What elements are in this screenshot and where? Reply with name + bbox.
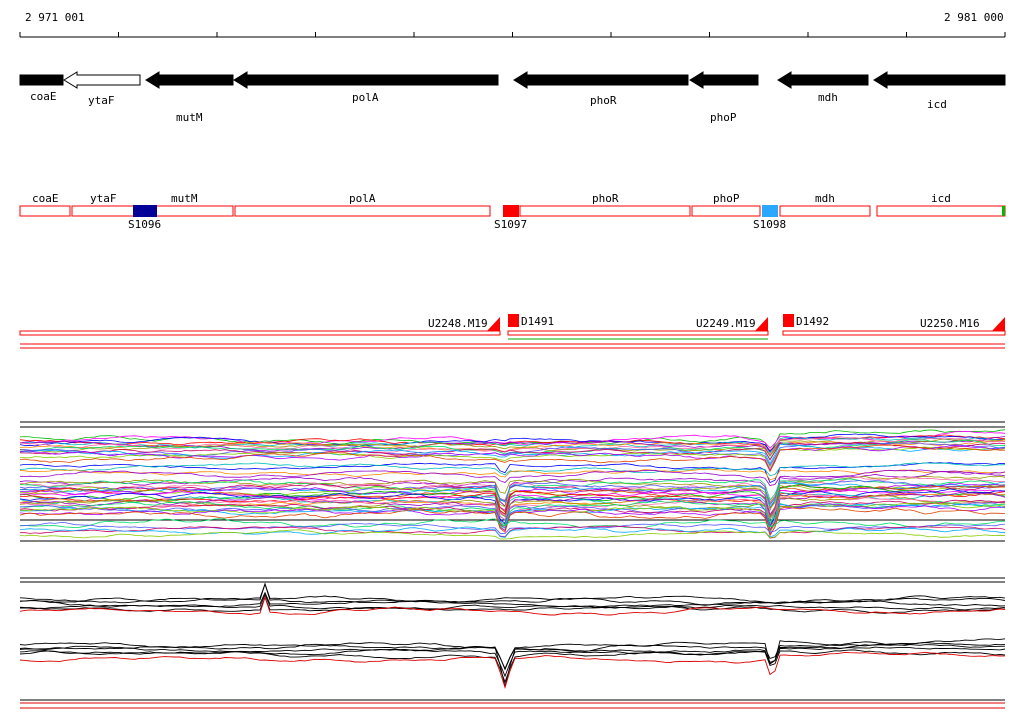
annotation-box-phoP[interactable] <box>691 205 761 217</box>
promoter-box-D1491[interactable] <box>508 314 519 327</box>
segment-marker-label-S1096: S1096 <box>128 218 162 231</box>
annotation-box-ytaF[interactable] <box>71 205 135 217</box>
annotation-label-ytaF: ytaF <box>90 192 117 205</box>
annotation-label-polA: polA <box>349 192 376 205</box>
annotation-label-phoP: phoP <box>713 192 740 205</box>
signal-curve <box>19 470 1006 512</box>
promoter-label-D1491: D1491 <box>521 315 555 328</box>
segment-marker-S1096[interactable] <box>133 205 157 217</box>
segment-marker-S1098[interactable] <box>762 205 778 217</box>
gene-arrow-phoP[interactable] <box>689 71 759 89</box>
signal-curve <box>19 433 1005 453</box>
gene-arrow-icd[interactable] <box>873 71 1006 89</box>
signal-curve <box>19 646 1006 678</box>
segment-label-U2250.M16: U2250.M16 <box>920 317 980 330</box>
signal-curve <box>19 468 1006 481</box>
gene-label-icd: icd <box>927 98 947 111</box>
transcription-segment-U2250.M16[interactable] <box>782 330 1006 336</box>
segment-marker-label-S1097: S1097 <box>494 218 528 231</box>
segment-label-U2249.M19: U2249.M19 <box>696 317 756 330</box>
gene-label-mutM: mutM <box>176 111 203 124</box>
transcription-segment-U2248.M19[interactable] <box>19 330 501 336</box>
annotation-label-mutM: mutM <box>171 192 198 205</box>
gene-label-mdh: mdh <box>818 91 838 104</box>
promoter-box-D1492[interactable] <box>783 314 794 327</box>
annotation-box-phoR[interactable] <box>519 205 691 217</box>
signal-curve <box>19 444 1005 473</box>
signal-curve <box>19 596 1006 614</box>
ruler-start-label: 2 971 001 <box>25 11 85 24</box>
annotation-label-phoR: phoR <box>592 192 619 205</box>
gene-arrow-ytaF[interactable] <box>63 71 141 89</box>
signal-curve <box>19 462 1006 484</box>
signal-curve <box>19 492 1006 534</box>
signal-curve <box>19 529 1006 540</box>
gene-arrow-phoR[interactable] <box>513 71 689 89</box>
signal-curve <box>19 476 1006 503</box>
annotation-box-endcap-icd <box>1002 206 1005 216</box>
annotation-box-polA[interactable] <box>234 205 491 217</box>
annotation-box-coaE[interactable] <box>19 205 71 217</box>
gene-arrow-mdh[interactable] <box>777 71 869 89</box>
signal-curve <box>19 446 1006 469</box>
signal-curve <box>20 525 1006 539</box>
signal-curve <box>19 593 1006 611</box>
signal-curve <box>19 493 1006 520</box>
ruler-end-label: 2 981 000 <box>944 11 1004 24</box>
signal-curve <box>19 526 1006 538</box>
segment-end-flag-U2248.M19 <box>487 317 500 331</box>
signal-curve <box>19 649 1006 684</box>
signal-curve <box>19 469 1006 486</box>
segment-label-U2248.M19: U2248.M19 <box>428 317 488 330</box>
signal-curve <box>19 441 1006 461</box>
signal-curve <box>19 501 1006 532</box>
gene-arrow-polA[interactable] <box>233 71 499 89</box>
signal-curve <box>19 506 1006 537</box>
signal-curve <box>19 582 1006 606</box>
gene-arrow-mutM[interactable] <box>145 71 234 89</box>
signal-curve <box>19 595 1006 616</box>
gene-label-ytaF: ytaF <box>88 94 115 107</box>
gene-label-phoR: phoR <box>590 94 617 107</box>
signal-curve <box>19 483 1006 519</box>
promoter-label-D1492: D1492 <box>796 315 830 328</box>
signal-curve <box>19 582 1006 604</box>
segment-marker-S1097[interactable] <box>503 205 519 217</box>
segment-end-flag-U2249.M19 <box>755 317 768 331</box>
signal-curve <box>19 439 1006 460</box>
segment-marker-label-S1098: S1098 <box>753 218 787 231</box>
gene-label-phoP: phoP <box>710 111 737 124</box>
signal-curve <box>19 500 1006 526</box>
annotation-box-icd[interactable] <box>876 205 1006 217</box>
transcription-segment-U2249.M19[interactable] <box>507 330 769 336</box>
annotation-label-mdh: mdh <box>815 192 835 205</box>
annotation-box-mdh[interactable] <box>779 205 871 217</box>
signal-curve <box>19 591 1006 608</box>
signal-curve <box>19 483 1006 509</box>
signal-curve <box>19 651 1006 690</box>
annotation-label-coaE: coaE <box>32 192 59 205</box>
gene-label-coaE: coaE <box>30 90 57 103</box>
signal-curve <box>19 518 1006 529</box>
signal-curve <box>19 491 1006 525</box>
segment-end-flag-U2250.M16 <box>992 317 1005 331</box>
annotation-label-icd: icd <box>931 192 951 205</box>
gene-arrow-coaE[interactable] <box>19 74 64 86</box>
signal-curve <box>19 485 1005 518</box>
signal-curve <box>19 489 1006 521</box>
gene-label-polA: polA <box>352 91 379 104</box>
